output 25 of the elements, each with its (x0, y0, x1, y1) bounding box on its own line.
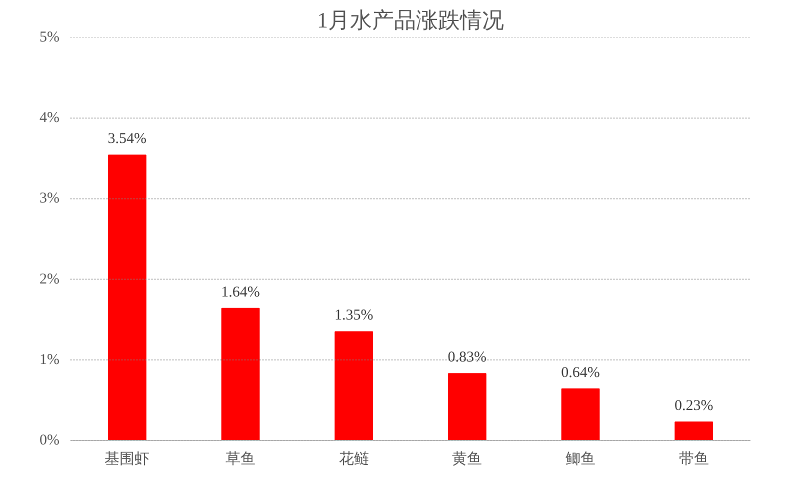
y-tick-label: 2% (40, 271, 60, 288)
y-tick-label: 1% (40, 352, 60, 368)
bar (334, 331, 374, 440)
bar (448, 373, 486, 440)
y-tick-label: 5% (40, 30, 60, 46)
x-tick-label: 草鱼 (226, 450, 256, 468)
y-tick-label: 3% (40, 190, 60, 207)
x-tick-label: 花鲢 (338, 450, 369, 468)
chart-title: 1月水产品涨跌情况 (317, 8, 504, 32)
bar (221, 308, 260, 440)
data-label: 0.83% (448, 350, 487, 366)
data-label: 3.54% (108, 131, 147, 148)
data-label: 0.23% (674, 398, 714, 414)
bar (674, 421, 714, 440)
x-tick-label: 鲫鱼 (566, 450, 596, 468)
x-tick-label: 基围虾 (104, 450, 150, 468)
bar (561, 388, 600, 440)
data-label: 0.64% (561, 364, 600, 381)
bar (108, 154, 146, 440)
data-label: 1.64% (221, 284, 260, 300)
y-tick-label: 0% (40, 432, 60, 448)
y-tick-label: 4% (40, 110, 60, 126)
x-tick-label: 黄鱼 (452, 450, 482, 468)
data-label: 1.35% (334, 308, 374, 324)
x-tick-label: 带鱼 (678, 450, 709, 468)
